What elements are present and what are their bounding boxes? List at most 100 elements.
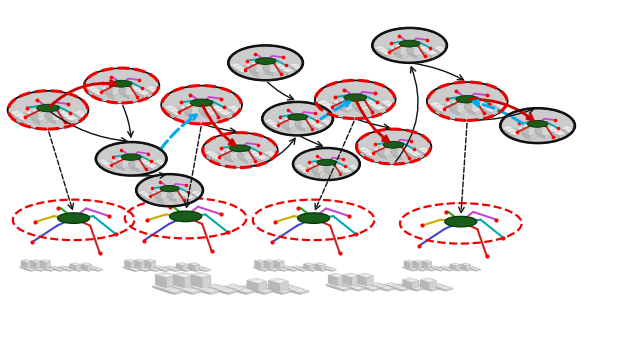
Polygon shape: [342, 273, 356, 277]
Polygon shape: [434, 268, 438, 270]
Polygon shape: [365, 154, 371, 160]
Polygon shape: [531, 126, 544, 131]
Polygon shape: [328, 275, 335, 285]
Polygon shape: [38, 111, 45, 120]
Polygon shape: [218, 107, 225, 113]
Polygon shape: [266, 260, 275, 262]
Polygon shape: [344, 284, 358, 288]
Polygon shape: [106, 87, 113, 95]
Polygon shape: [220, 291, 228, 295]
Polygon shape: [146, 266, 156, 269]
Polygon shape: [499, 104, 506, 110]
Polygon shape: [472, 269, 476, 271]
Polygon shape: [244, 151, 250, 160]
Polygon shape: [545, 133, 552, 139]
Polygon shape: [238, 149, 250, 154]
Polygon shape: [125, 266, 135, 269]
Polygon shape: [303, 70, 309, 77]
Polygon shape: [186, 195, 192, 200]
Polygon shape: [306, 268, 310, 271]
Polygon shape: [45, 108, 59, 113]
Polygon shape: [158, 273, 175, 278]
Polygon shape: [48, 266, 58, 268]
Polygon shape: [173, 191, 179, 200]
Polygon shape: [161, 191, 167, 200]
Polygon shape: [173, 274, 182, 287]
Polygon shape: [175, 288, 184, 292]
Polygon shape: [143, 164, 148, 169]
Polygon shape: [136, 268, 141, 270]
Polygon shape: [181, 268, 186, 270]
Polygon shape: [410, 286, 424, 290]
Polygon shape: [359, 105, 366, 111]
Polygon shape: [428, 284, 435, 288]
Polygon shape: [170, 107, 177, 113]
Polygon shape: [336, 105, 343, 111]
Polygon shape: [38, 267, 44, 269]
Ellipse shape: [298, 213, 330, 223]
Polygon shape: [451, 102, 458, 111]
Polygon shape: [250, 61, 262, 66]
Polygon shape: [291, 288, 300, 292]
Polygon shape: [137, 190, 149, 195]
Polygon shape: [252, 155, 259, 161]
Polygon shape: [561, 126, 574, 131]
Polygon shape: [397, 147, 404, 156]
Polygon shape: [168, 267, 173, 269]
Polygon shape: [136, 261, 141, 268]
Polygon shape: [295, 66, 302, 71]
Ellipse shape: [170, 211, 202, 222]
Polygon shape: [226, 107, 234, 114]
Polygon shape: [269, 64, 276, 73]
Polygon shape: [188, 264, 193, 269]
Polygon shape: [267, 153, 280, 158]
Polygon shape: [176, 268, 181, 270]
Polygon shape: [255, 291, 264, 295]
Ellipse shape: [383, 141, 404, 148]
Polygon shape: [237, 155, 244, 160]
Polygon shape: [218, 158, 225, 163]
Polygon shape: [428, 262, 432, 268]
Polygon shape: [230, 107, 244, 113]
Ellipse shape: [399, 40, 420, 47]
Polygon shape: [391, 284, 398, 288]
Polygon shape: [435, 284, 442, 288]
Polygon shape: [383, 151, 389, 157]
Polygon shape: [296, 289, 305, 293]
Polygon shape: [281, 70, 288, 76]
Polygon shape: [299, 68, 306, 74]
Polygon shape: [45, 268, 51, 270]
Polygon shape: [46, 268, 55, 270]
Polygon shape: [406, 48, 420, 53]
Polygon shape: [255, 68, 261, 74]
Polygon shape: [448, 104, 463, 110]
Polygon shape: [168, 189, 179, 193]
Polygon shape: [357, 147, 371, 152]
Polygon shape: [247, 278, 264, 283]
Polygon shape: [224, 286, 233, 290]
Polygon shape: [269, 121, 276, 128]
Polygon shape: [451, 265, 456, 270]
Polygon shape: [72, 268, 77, 271]
Polygon shape: [552, 128, 559, 134]
Polygon shape: [277, 280, 285, 291]
Polygon shape: [416, 154, 422, 160]
Polygon shape: [86, 266, 95, 268]
Ellipse shape: [7, 90, 89, 130]
Polygon shape: [138, 269, 143, 271]
Polygon shape: [292, 65, 306, 70]
Polygon shape: [364, 275, 371, 285]
Polygon shape: [186, 107, 193, 114]
Polygon shape: [330, 165, 336, 173]
Polygon shape: [372, 108, 379, 114]
Polygon shape: [534, 128, 548, 133]
Polygon shape: [171, 110, 185, 116]
Polygon shape: [234, 107, 241, 114]
Ellipse shape: [317, 159, 336, 165]
Polygon shape: [277, 267, 286, 270]
Polygon shape: [416, 267, 425, 270]
Polygon shape: [417, 285, 424, 289]
Polygon shape: [36, 269, 41, 272]
Polygon shape: [296, 267, 305, 270]
Polygon shape: [181, 264, 186, 269]
